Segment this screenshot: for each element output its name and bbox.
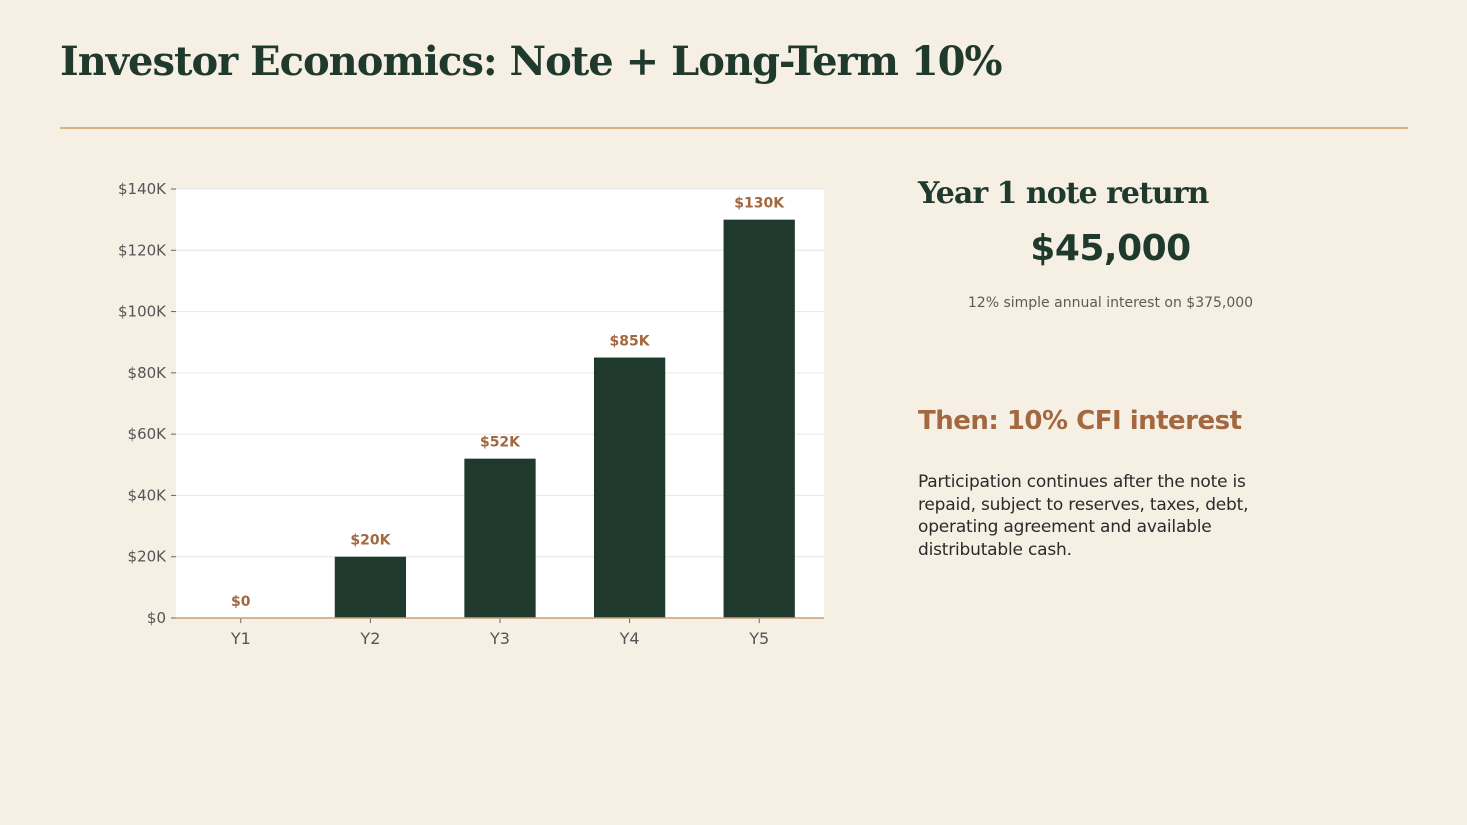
data-labels: $0 $20K $52K $85K $130K — [231, 196, 785, 610]
bar — [593, 357, 666, 618]
cfi-interest-heading: Then: 10% CFI interest — [918, 406, 1242, 436]
bar — [334, 556, 407, 618]
x-tick-label: Y3 — [489, 629, 510, 648]
page-title: Investor Economics: Note + Long-Term 10% — [60, 38, 1003, 85]
y-tick-label: $0 — [147, 609, 166, 627]
data-label: $130K — [734, 196, 785, 212]
data-label: $20K — [350, 533, 391, 549]
title-divider — [60, 127, 1408, 129]
y-tick-label: $20K — [128, 548, 168, 566]
data-label: $0 — [231, 594, 251, 610]
y-tick-label: $80K — [128, 364, 168, 382]
y-axis: $0 $20K $40K $60K $80K $100K $120K $140K — [118, 180, 176, 627]
bar-chart: $0 $20K $40K $60K $80K $100K $120K $140K Y1 Y2 Y3… — [118, 180, 824, 648]
bar — [464, 458, 536, 618]
y-tick-label: $60K — [128, 425, 168, 443]
x-tick-label: Y1 — [230, 629, 251, 648]
x-tick-label: Y2 — [359, 629, 380, 648]
cfi-interest-description: Participation continues after the note i… — [918, 472, 1249, 560]
grid-lines — [176, 188, 824, 619]
data-label: $85K — [610, 334, 651, 350]
note-return-value: $45,000 — [1030, 228, 1191, 269]
y-tick-label: $140K — [118, 180, 167, 198]
note-return-heading: Year 1 note return — [918, 176, 1209, 211]
bars — [334, 219, 795, 618]
note-return-caption: 12% simple annual interest on $375,000 — [967, 295, 1254, 311]
bar — [723, 219, 795, 618]
y-tick-label: $40K — [128, 486, 168, 504]
data-label: $52K — [480, 435, 521, 451]
y-tick-label: $120K — [118, 241, 167, 259]
y-tick-label: $100K — [118, 303, 167, 321]
x-axis: Y1 Y2 Y3 Y4 Y5 — [176, 617, 824, 648]
x-tick-label: Y5 — [748, 629, 769, 648]
x-tick-label: Y4 — [619, 629, 640, 648]
